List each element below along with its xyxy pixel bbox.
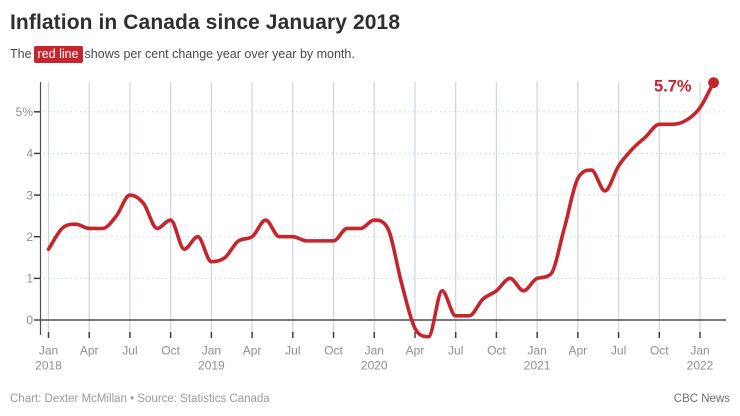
x-tick-label: Jan bbox=[690, 344, 709, 358]
x-year-label: 2021 bbox=[524, 359, 551, 373]
brand-label: CBC News bbox=[673, 393, 730, 405]
x-year-label: 2019 bbox=[198, 359, 225, 373]
x-year-label: 2020 bbox=[361, 359, 388, 373]
chart-title: Inflation in Canada since January 2018 bbox=[10, 11, 401, 34]
x-year-label: 2022 bbox=[687, 359, 714, 373]
y-tick-label: 5% bbox=[16, 105, 34, 119]
x-tick-label: Oct bbox=[324, 344, 343, 358]
x-tick-label: Oct bbox=[161, 344, 180, 358]
x-tick-label: Jan bbox=[39, 344, 58, 358]
y-tick-label: 2 bbox=[26, 230, 33, 244]
x-tick-label: Apr bbox=[569, 344, 588, 358]
chart-credit: Chart: Dexter McMillan • Source: Statist… bbox=[10, 393, 270, 405]
y-tick-label: 1 bbox=[26, 272, 33, 286]
y-tick-label: 3 bbox=[26, 188, 33, 202]
x-tick-label: Jul bbox=[285, 344, 300, 358]
x-tick-label: Jul bbox=[122, 344, 137, 358]
red-line-badge: red line bbox=[33, 46, 83, 63]
x-tick-label: Oct bbox=[650, 344, 669, 358]
inflation-line bbox=[46, 80, 716, 339]
x-tick-label: Jan bbox=[202, 344, 221, 358]
x-tick-label: Apr bbox=[80, 344, 99, 358]
x-tick-label: Oct bbox=[487, 344, 506, 358]
chart-footer: Chart: Dexter McMillan • Source: Statist… bbox=[0, 393, 740, 405]
subtitle-suffix: shows per cent change year over year by … bbox=[84, 47, 355, 61]
x-tick-label: Jan bbox=[527, 344, 546, 358]
end-point-value-label: 5.7% bbox=[654, 78, 692, 96]
y-tick-label: 0 bbox=[26, 313, 33, 327]
x-tick-label: Jul bbox=[448, 344, 463, 358]
x-tick-label: Jul bbox=[611, 344, 626, 358]
x-tick-label: Apr bbox=[243, 344, 262, 358]
chart-subtitle: The red line shows per cent change year ov… bbox=[10, 46, 355, 63]
y-tick-label: 4 bbox=[26, 147, 33, 161]
x-tick-label: Apr bbox=[406, 344, 425, 358]
subtitle-prefix: The bbox=[10, 47, 32, 61]
end-point-dot bbox=[708, 77, 719, 89]
x-year-label: 2018 bbox=[35, 359, 62, 373]
x-tick-label: Jan bbox=[365, 344, 384, 358]
